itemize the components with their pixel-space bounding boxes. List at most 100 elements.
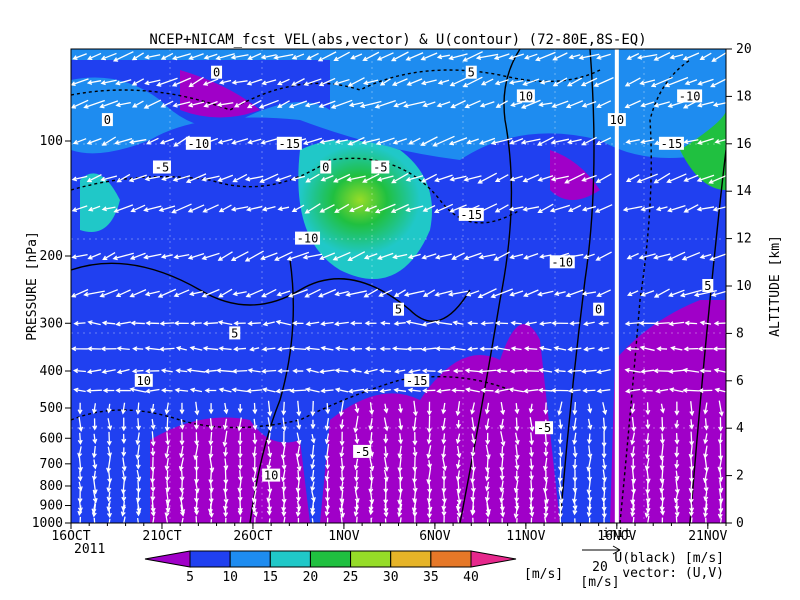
wind-vector bbox=[115, 387, 131, 393]
wind-vector bbox=[324, 504, 330, 517]
wind-vector bbox=[543, 457, 548, 472]
wind-vector bbox=[188, 291, 203, 297]
x-tick-label: 1NOV bbox=[328, 529, 359, 544]
wind-vector bbox=[499, 418, 505, 431]
pressure-axis: 100 200 300 400 500 600 700 800 900 1000 bbox=[32, 134, 71, 531]
wind-vector bbox=[495, 100, 508, 108]
wind-vector bbox=[288, 288, 308, 298]
wind-vector bbox=[172, 175, 191, 182]
wind-vector bbox=[305, 173, 320, 183]
wind-vector bbox=[231, 79, 248, 85]
wind-vector bbox=[368, 469, 374, 482]
svg-text:5: 5 bbox=[468, 66, 475, 80]
wind-vector bbox=[223, 489, 229, 505]
wind-vector bbox=[631, 467, 637, 484]
wind-vector bbox=[73, 320, 86, 326]
pressure-tick-label: 800 bbox=[40, 479, 63, 494]
wind-vector bbox=[379, 78, 391, 86]
wind-vector bbox=[275, 174, 292, 182]
wind-vector bbox=[655, 388, 669, 394]
wind-vector bbox=[495, 368, 508, 374]
wind-vector bbox=[587, 491, 593, 503]
wind-vector bbox=[598, 320, 609, 326]
wind-vector bbox=[71, 346, 88, 352]
wind-vector bbox=[115, 101, 131, 108]
wind-vector bbox=[713, 320, 726, 326]
wind-vector bbox=[484, 418, 490, 431]
wind-vector bbox=[222, 430, 228, 448]
wind-vector bbox=[261, 206, 276, 212]
wind-vector bbox=[340, 503, 345, 518]
wind-vector bbox=[295, 504, 301, 518]
wind-vector bbox=[283, 516, 286, 523]
wind-vector bbox=[135, 432, 141, 446]
contour-label: -15 bbox=[458, 207, 484, 222]
wind-vector bbox=[550, 138, 570, 145]
wind-vector bbox=[455, 470, 461, 482]
wind-vector bbox=[215, 368, 235, 374]
wind-vector bbox=[370, 517, 372, 523]
wind-vector bbox=[538, 387, 553, 393]
wind-vector bbox=[712, 206, 726, 212]
wind-vector bbox=[523, 388, 539, 394]
wind-vector bbox=[102, 388, 115, 394]
wind-vector bbox=[414, 516, 416, 523]
wind-vector bbox=[448, 53, 468, 61]
wind-vector bbox=[101, 206, 116, 212]
wind-vector bbox=[194, 401, 200, 416]
wind-vector bbox=[135, 490, 141, 503]
wind-vector bbox=[121, 491, 127, 502]
wind-vector bbox=[674, 420, 680, 429]
wind-vector bbox=[194, 490, 200, 504]
x-tick-label: 21NOV bbox=[688, 529, 727, 544]
wind-vector bbox=[217, 251, 233, 261]
wind-vector bbox=[477, 288, 497, 299]
wind-vector bbox=[173, 289, 190, 298]
wind-vector bbox=[398, 433, 403, 445]
wind-vector bbox=[675, 515, 678, 523]
altitude-tick-label: 18 bbox=[736, 89, 752, 104]
wind-vector bbox=[144, 176, 161, 182]
wind-vector bbox=[641, 387, 653, 393]
wind-vector bbox=[319, 204, 335, 213]
vector-key-unit: [m/s] bbox=[580, 575, 619, 590]
wind-vector bbox=[464, 368, 481, 374]
wind-vector bbox=[194, 419, 199, 430]
wind-vector bbox=[645, 445, 650, 460]
contour-label: -10 bbox=[677, 89, 703, 103]
wind-vector bbox=[150, 468, 156, 484]
wind-vector bbox=[524, 53, 538, 60]
wind-vector bbox=[405, 175, 424, 182]
wind-vector bbox=[565, 289, 584, 298]
wind-vector bbox=[659, 433, 665, 445]
svg-text:-10: -10 bbox=[188, 137, 210, 151]
wind-vector bbox=[172, 101, 191, 108]
wind-vector bbox=[77, 432, 83, 446]
wind-vector bbox=[625, 174, 640, 182]
wind-vector bbox=[640, 206, 655, 212]
wind-vector bbox=[281, 458, 287, 471]
wind-vector bbox=[185, 173, 207, 184]
wind-vector bbox=[393, 101, 407, 108]
wind-vector bbox=[218, 387, 232, 393]
wind-vector bbox=[171, 77, 192, 87]
wind-vector bbox=[699, 52, 712, 61]
wind-vector bbox=[368, 432, 374, 446]
wind-vector bbox=[714, 139, 726, 144]
wind-vector bbox=[514, 490, 520, 503]
wind-vector bbox=[150, 403, 156, 414]
wind-vector bbox=[258, 99, 279, 109]
wind-vector bbox=[379, 346, 391, 352]
wind-vector bbox=[304, 346, 320, 351]
wind-vector bbox=[595, 173, 612, 183]
wind-vector bbox=[578, 53, 600, 61]
wind-vector bbox=[557, 401, 563, 416]
wind-vector bbox=[91, 446, 97, 459]
wind-vector bbox=[645, 433, 651, 445]
wind-vector bbox=[593, 77, 614, 87]
wind-vector bbox=[202, 321, 218, 326]
svg-text:0: 0 bbox=[595, 303, 602, 317]
wind-vector bbox=[217, 320, 233, 326]
wind-vector bbox=[334, 321, 349, 327]
wind-vector bbox=[254, 517, 256, 523]
